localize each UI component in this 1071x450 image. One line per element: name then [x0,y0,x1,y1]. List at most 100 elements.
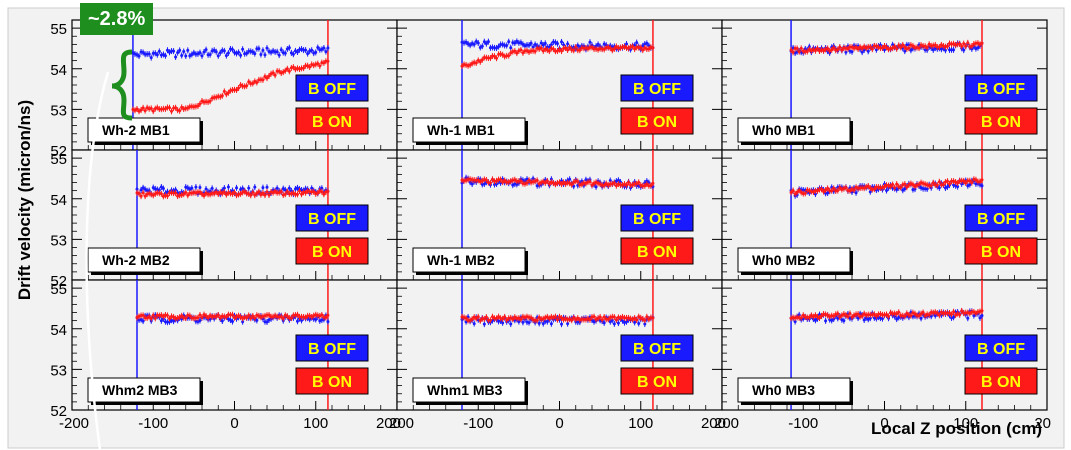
legend-b-on-label: B ON [637,374,677,391]
data-point [326,320,330,324]
data-point [308,317,312,321]
y-tick-label: 52 [50,143,67,160]
data-point [832,314,836,318]
data-point [226,91,230,95]
data-point [214,50,218,54]
data-point [304,316,308,320]
data-point [253,193,257,197]
data-point [513,49,517,53]
data-point [925,45,929,49]
data-point [643,318,647,322]
panel-label: Whm2 MB3 [102,382,178,398]
legend-b-on-label: B ON [637,114,677,131]
data-point [824,319,828,323]
legend-b-on-box [964,237,1038,265]
data-point [952,48,956,52]
data-point [826,186,830,190]
data-point [482,322,486,326]
data-point [531,177,535,181]
panel-whm2-mb3: 52 53 54 55 Whm2 MB3 B OFF B ON -200 -100 0 100 200 [50,279,401,432]
data-point [937,313,941,317]
data-point [501,317,505,321]
data-point [147,52,151,56]
data-point [539,41,543,45]
data-point [903,49,907,53]
y-tick-label: 55 [50,281,67,298]
data-point [230,189,234,193]
data-point [970,44,974,48]
data-point [572,48,576,52]
data-point [151,109,155,113]
data-point [251,50,255,54]
data-point [911,44,915,48]
data-point [267,193,271,197]
data-point [265,76,269,80]
data-point [180,54,184,58]
data-point [966,41,970,45]
data-point [805,50,809,54]
data-point [245,51,249,55]
data-point [560,182,564,186]
data-point [310,186,314,190]
data-point [531,45,535,49]
data-point [505,44,509,48]
x-tick-label: 0 [230,415,238,432]
series-b-on [789,307,984,322]
data-point [472,42,476,46]
data-point [647,44,651,48]
data-point [899,185,903,189]
data-point [797,188,801,192]
data-point [647,317,651,321]
data-point [267,74,271,78]
data-point [635,318,639,322]
data-point [631,45,635,49]
data-point [576,179,580,183]
data-point [198,51,202,55]
x-tick-label: -100 [463,415,493,432]
legend-b-on-box [295,237,369,265]
data-point [952,310,956,314]
data-point [891,183,895,187]
data-point [937,186,941,190]
legend-b-off-box [295,204,369,232]
legend-b-off-box [964,204,1038,232]
data-point [960,182,964,186]
data-point [224,54,228,58]
data-point [241,186,245,190]
data-point [844,50,848,54]
series-b-on [135,187,330,200]
data-point [196,104,200,108]
legend-b-on-label: B ON [312,244,352,261]
data-point [176,51,180,55]
data-point [220,188,224,192]
data-point [470,182,474,186]
data-point [645,41,649,45]
data-point [614,44,618,48]
data-point [143,194,147,198]
data-point [566,48,570,52]
data-point [314,50,318,54]
data-point [204,187,208,191]
data-point [519,179,523,183]
data-point [159,192,163,196]
data-point [324,50,328,54]
data-point [588,180,592,184]
data-point [970,181,974,185]
data-point [935,311,939,315]
y-tick-label: 52 [50,403,67,420]
data-point [283,51,287,55]
legend-b-off-label: B OFF [308,211,356,228]
data-point [799,46,803,50]
data-point [216,192,220,196]
data-point [931,48,935,52]
data-point [545,179,549,183]
data-point [570,318,574,322]
data-point [547,182,551,186]
data-point [326,190,330,194]
data-point [226,185,230,189]
data-point [501,321,505,325]
data-point [533,49,537,53]
data-point [168,317,171,321]
data-point [868,190,872,194]
data-point [931,181,935,185]
